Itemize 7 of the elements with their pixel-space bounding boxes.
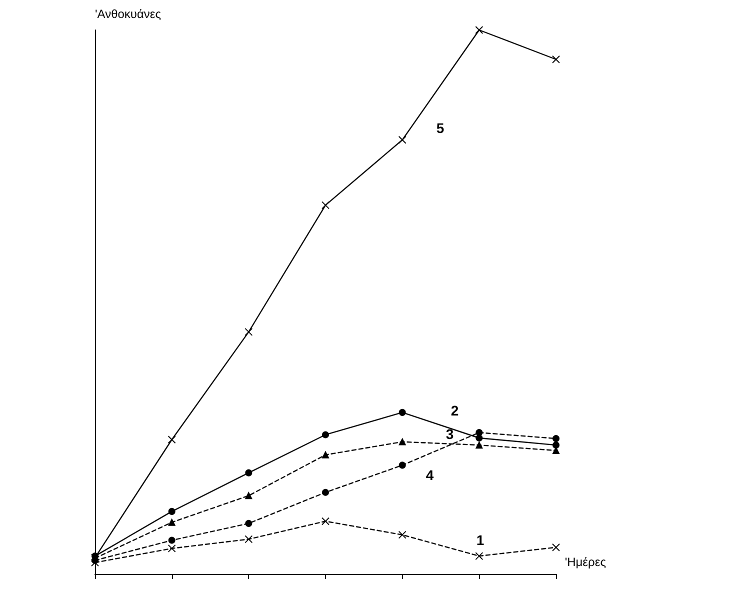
series-label: 3 [446,426,454,442]
series-label: 2 [450,402,459,418]
series-label: 4 [426,467,434,484]
y-axis-title: 'Ανθοκυάνες [95,7,162,21]
series-label: 5 [436,120,444,136]
x-axis-title: 'Ημέρες [564,555,606,569]
series-label: 1 [476,532,484,548]
